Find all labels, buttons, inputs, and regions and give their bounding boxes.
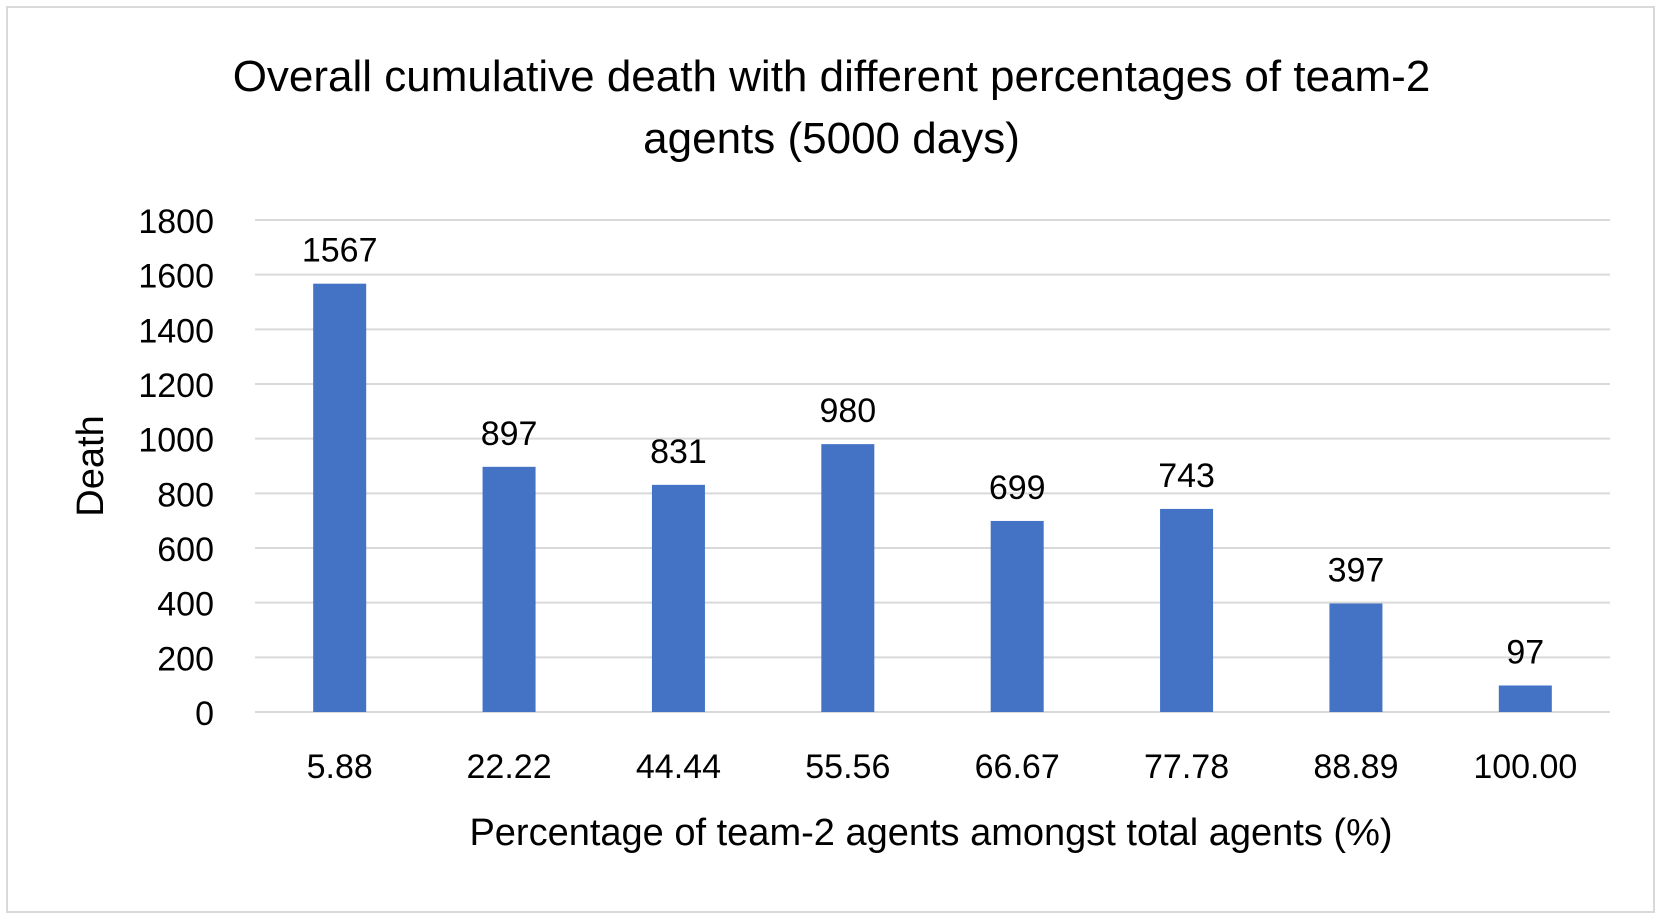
y-tick-label: 800 — [157, 476, 214, 514]
bar — [1329, 603, 1383, 712]
data-label: 699 — [989, 469, 1046, 507]
x-tick-label: 22.22 — [467, 748, 552, 786]
data-label: 397 — [1328, 551, 1385, 589]
bar — [1498, 685, 1552, 712]
y-tick-label: 0 — [195, 695, 214, 733]
y-tick-label: 1000 — [138, 422, 214, 460]
chart-title: Overall cumulative death with different … — [0, 46, 1663, 170]
chart-title-line-2: agents (5000 days) — [643, 114, 1020, 163]
data-label: 897 — [481, 415, 538, 453]
bar — [651, 484, 705, 712]
bar — [313, 283, 367, 712]
y-axis-title: Death — [70, 415, 112, 516]
y-tick-label: 1600 — [138, 258, 214, 296]
bar — [1160, 508, 1214, 712]
x-tick-label: 66.67 — [975, 748, 1060, 786]
x-axis-ticks: 5.88 22.22 44.44 55.56 66.67 77.78 88.89 100.00 — [307, 748, 1578, 786]
y-tick-label: 200 — [157, 640, 214, 678]
data-label: 1567 — [302, 232, 378, 270]
data-label: 831 — [650, 433, 707, 471]
x-tick-label: 77.78 — [1144, 748, 1229, 786]
data-label: 97 — [1506, 633, 1544, 671]
data-label: 980 — [819, 392, 876, 430]
bars — [313, 283, 1552, 712]
data-label: 743 — [1158, 457, 1215, 495]
chart-title-line-1: Overall cumulative death with different … — [232, 52, 1431, 101]
y-tick-label: 400 — [157, 586, 214, 624]
x-tick-label: 44.44 — [636, 748, 721, 786]
y-tick-label: 600 — [157, 531, 214, 569]
bar — [990, 520, 1044, 712]
bar — [482, 466, 536, 712]
y-tick-label: 1200 — [138, 367, 214, 405]
y-axis-ticks: 0 200 400 600 800 1000 1200 1400 1600 1800 — [138, 203, 214, 733]
x-axis-title: Percentage of team-2 agents amongst tota… — [469, 812, 1392, 854]
x-tick-label: 5.88 — [307, 748, 373, 786]
gridlines — [255, 219, 1610, 713]
x-tick-label: 100.00 — [1473, 748, 1577, 786]
x-tick-label: 55.56 — [805, 748, 890, 786]
x-tick-label: 88.89 — [1313, 748, 1398, 786]
y-tick-label: 1800 — [138, 203, 214, 241]
data-labels: 1567 897 831 980 699 743 397 97 — [302, 232, 1544, 672]
y-tick-label: 1400 — [138, 312, 214, 350]
bar — [821, 444, 875, 712]
